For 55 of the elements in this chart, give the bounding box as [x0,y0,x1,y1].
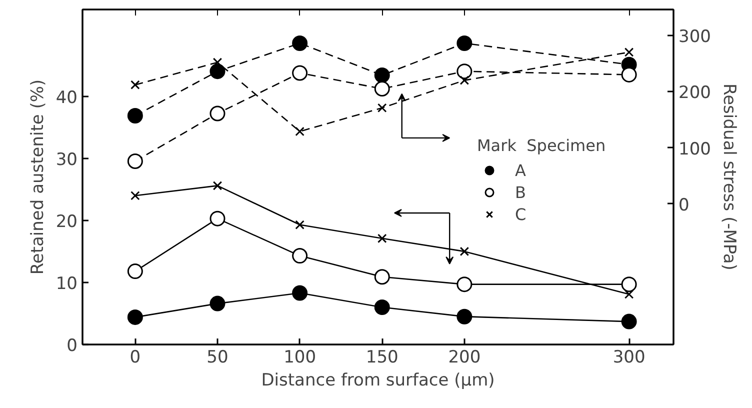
y-tick-label: 40 [56,88,78,108]
point [374,300,390,316]
y2-axis-title: Residual stress (-MPa) [718,84,739,270]
legend-label: A [515,160,527,180]
y-tick-label: 10 [56,274,78,294]
point [292,285,308,301]
point [130,190,140,200]
point [127,108,143,124]
point [374,81,390,96]
point [295,220,304,230]
point [210,64,226,80]
point [210,296,226,312]
point [621,276,637,292]
point [456,35,472,51]
x-tick-label: 100 [284,348,316,368]
point [210,106,226,122]
y-axis-title: Retained austenite (%) [28,79,48,275]
legend-title: Mark Specimen [477,136,606,155]
point [292,248,308,264]
point [456,308,472,324]
y2-tick-label: 300 [678,26,711,47]
point [374,269,390,285]
x-axis-title: Distance from surface (µm) [261,370,495,390]
legend-label: C [515,204,528,224]
point [460,76,470,85]
point [127,154,143,169]
point [127,264,143,280]
x-tick-label: 300 [612,348,646,368]
point [210,210,226,226]
point [127,309,143,325]
x-tick-label: 0 [130,348,141,368]
legend-label: B [515,182,527,202]
point [624,290,634,299]
y2-tick-label: 0 [678,195,690,216]
point [456,64,472,80]
y-tick-label: 30 [56,150,78,170]
x-tick-label: 200 [448,348,481,368]
point [377,103,387,113]
point [212,181,222,190]
y2-tick-label: 200 [678,83,711,104]
point [292,35,308,51]
point [621,66,637,82]
point [621,314,637,330]
point [295,126,304,136]
point [292,65,308,81]
x-tick-label: 150 [366,348,398,368]
point [377,234,387,244]
point [130,80,140,90]
point [456,276,472,292]
y2-tick-label: 100 [678,139,711,160]
point [460,246,470,256]
y-tick-label: 20 [56,212,78,232]
point [374,68,390,83]
x-tick-label: 50 [206,348,228,368]
point [624,48,634,57]
